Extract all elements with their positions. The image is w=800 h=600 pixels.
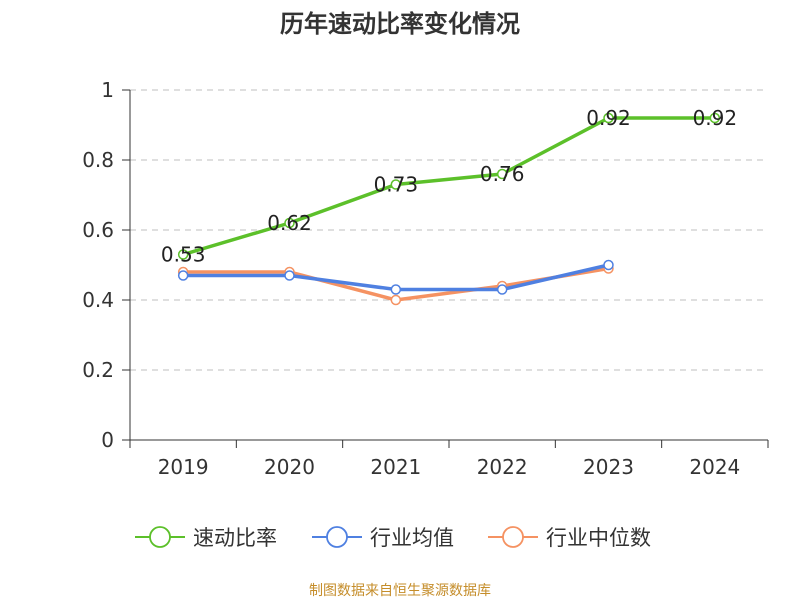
data-label: 0.53: [161, 243, 206, 267]
series-2: [177, 259, 614, 295]
data-label: 0.92: [586, 106, 631, 130]
data-point[interactable]: [284, 270, 295, 281]
data-point[interactable]: [284, 217, 295, 229]
series-line: [182, 116, 715, 257]
legend[interactable]: 速动比率 行业均值 行业中位数: [135, 526, 651, 550]
legend-marker: [149, 526, 171, 548]
x-tick-label: 2019: [158, 455, 209, 479]
grid: [130, 89, 768, 371]
data-point[interactable]: [709, 112, 721, 124]
data-label: 0.62: [267, 211, 312, 235]
axes: 0 0.2 0.4 0.6 0.8 1 2019 2020 2021 2022 2023 2024: [82, 78, 769, 479]
legend-marker: [502, 526, 524, 548]
y-tick-label: 0: [101, 428, 114, 452]
data-point[interactable]: [390, 179, 402, 190]
x-tick-label: 2022: [477, 455, 528, 479]
data-label: 0.92: [693, 106, 738, 130]
data-label: 0.76: [480, 162, 525, 186]
y-tick-label: 0.2: [82, 358, 114, 382]
series-group: 0.53 0.62 0.73 0.76 0.92 0.92: [161, 106, 737, 306]
data-point[interactable]: [603, 259, 614, 271]
x-tick-label: 2020: [264, 455, 315, 479]
y-tick-label: 0.8: [82, 148, 114, 172]
y-tick-label: 0.6: [82, 218, 114, 242]
y-tick-label: 0.4: [82, 288, 114, 312]
x-tick-label: 2021: [370, 455, 421, 479]
data-label: 0.73: [374, 173, 419, 197]
data-point[interactable]: [603, 112, 614, 124]
legend-marker: [326, 526, 348, 548]
legend-item[interactable]: 行业均值: [312, 526, 454, 550]
source-note: 制图数据来自恒生聚源数据库: [309, 583, 491, 599]
legend-label: 速动比率: [193, 526, 277, 550]
data-point[interactable]: [390, 294, 402, 306]
y-tick-label: 1: [101, 78, 114, 102]
data-point[interactable]: [177, 249, 189, 260]
x-tick-label: 2024: [689, 455, 740, 479]
legend-label: 行业中位数: [546, 526, 651, 550]
data-point[interactable]: [390, 284, 402, 295]
data-point[interactable]: [177, 270, 189, 281]
chart-title: 历年速动比率变化情况: [280, 10, 520, 38]
legend-item[interactable]: 速动比率: [135, 526, 277, 550]
legend-label: 行业均值: [370, 526, 454, 550]
data-point[interactable]: [496, 168, 508, 180]
legend-item[interactable]: 行业中位数: [488, 526, 651, 550]
series-1: 0.53 0.62 0.73 0.76 0.92 0.92: [161, 106, 737, 267]
data-point[interactable]: [496, 284, 508, 295]
x-tick-label: 2023: [583, 455, 634, 479]
